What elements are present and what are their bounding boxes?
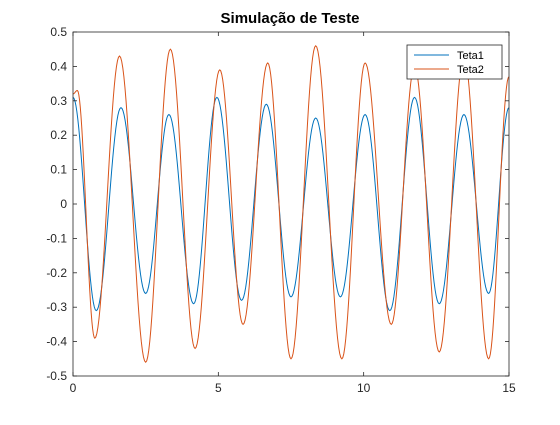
y-tick-label: -0.5 [46,369,67,383]
y-tick-label: -0.1 [46,231,67,245]
tick-layer: 0 5 10 15 0.5 0.4 0.3 0.2 0.1 0 -0.1 -0.2 -0.3 -0.4 -0… [46,25,516,395]
plot-layer [72,44,510,364]
y-tick-label: 0 [60,197,67,211]
y-tick-label: -0.3 [46,300,67,314]
chart-title: Simulação de Teste [221,10,360,27]
x-tick-label: 10 [357,381,371,395]
y-tick-label: 0.3 [50,94,67,108]
x-tick-label: 0 [70,381,77,395]
y-tick-label: 0.1 [50,163,67,177]
x-tick-label: 5 [215,381,222,395]
legend-box [406,44,503,80]
y-tick-label: 0.2 [50,128,67,142]
y-tick-label: 0.4 [50,59,67,73]
y-tick-label: 0.5 [50,25,67,39]
legend-label-teta1: Teta1 [457,50,484,62]
series-line-teta2 [72,44,510,364]
legend: Teta1 Teta2 [406,44,503,80]
y-tick-label: -0.4 [46,335,67,349]
x-tick-label: 15 [502,381,516,395]
legend-label-teta2: Teta2 [457,64,484,76]
y-tick-label: -0.2 [46,266,67,280]
series-line-teta1 [72,96,510,312]
